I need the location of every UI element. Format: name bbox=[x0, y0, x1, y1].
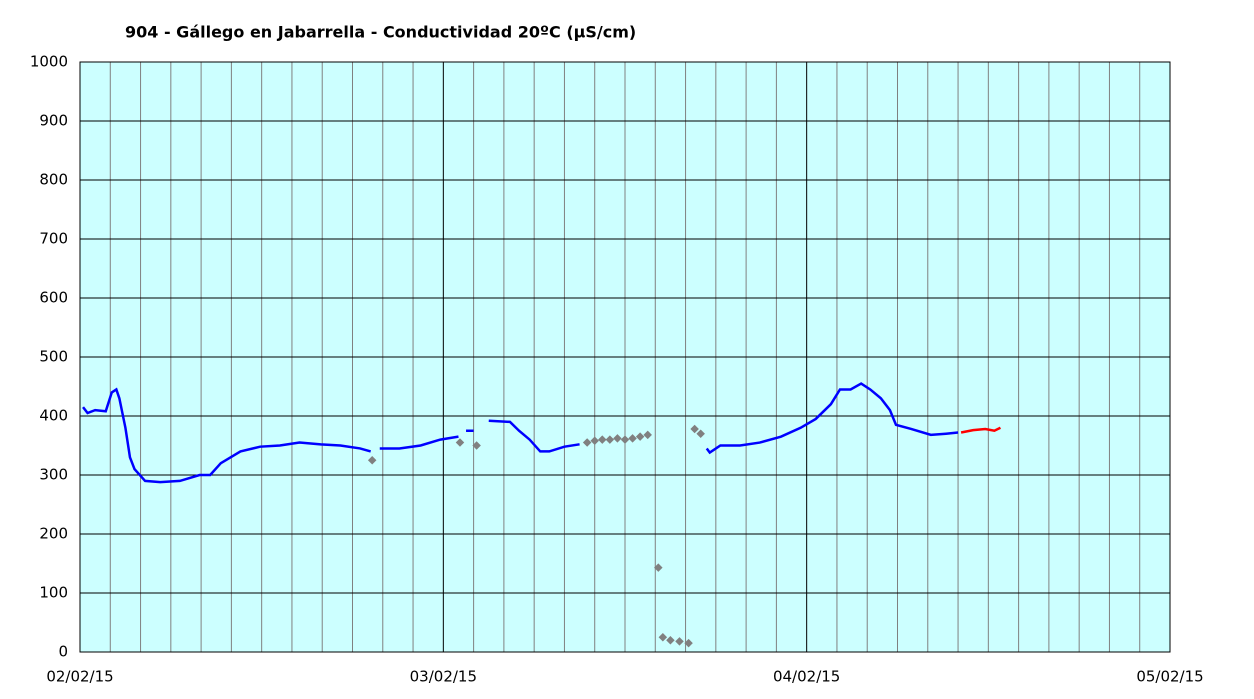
marker bbox=[590, 436, 599, 446]
x-tick-label: 02/02/15 bbox=[46, 668, 113, 686]
series-line bbox=[960, 426, 1001, 434]
marker bbox=[684, 638, 693, 648]
chart-title: 904 - Gállego en Jabarrella - Conductivi… bbox=[125, 23, 636, 42]
marker bbox=[620, 435, 630, 444]
series-line bbox=[82, 382, 959, 484]
marker bbox=[628, 434, 637, 443]
y-tick-label: 500 bbox=[39, 348, 68, 366]
x-tick-label: 05/02/15 bbox=[1136, 668, 1203, 686]
y-tick-label: 800 bbox=[39, 171, 68, 189]
y-tick-label: 400 bbox=[39, 407, 68, 425]
marker bbox=[658, 633, 668, 642]
y-tick-label: 600 bbox=[39, 289, 68, 307]
marker bbox=[675, 637, 684, 646]
marker bbox=[696, 429, 705, 438]
marker bbox=[654, 563, 663, 572]
x-tick-label: 04/02/15 bbox=[773, 668, 840, 686]
y-tick-label: 700 bbox=[39, 230, 68, 248]
marker bbox=[690, 424, 699, 434]
x-tick-label: 03/02/15 bbox=[410, 668, 477, 686]
marker bbox=[666, 635, 675, 645]
marker bbox=[582, 438, 592, 447]
marker bbox=[635, 432, 645, 441]
y-tick-label: 0 bbox=[58, 643, 68, 661]
marker bbox=[455, 438, 465, 447]
y-tick-label: 100 bbox=[39, 584, 68, 602]
marker bbox=[643, 430, 652, 440]
marker bbox=[472, 441, 481, 450]
marker bbox=[367, 456, 377, 465]
marker bbox=[605, 435, 615, 444]
y-tick-label: 300 bbox=[39, 466, 68, 484]
plot-border bbox=[79, 61, 1171, 653]
marker bbox=[613, 434, 622, 443]
y-tick-label: 900 bbox=[39, 112, 68, 130]
y-tick-label: 200 bbox=[39, 525, 68, 543]
y-tick-label: 1000 bbox=[30, 53, 68, 71]
marker bbox=[598, 435, 607, 444]
